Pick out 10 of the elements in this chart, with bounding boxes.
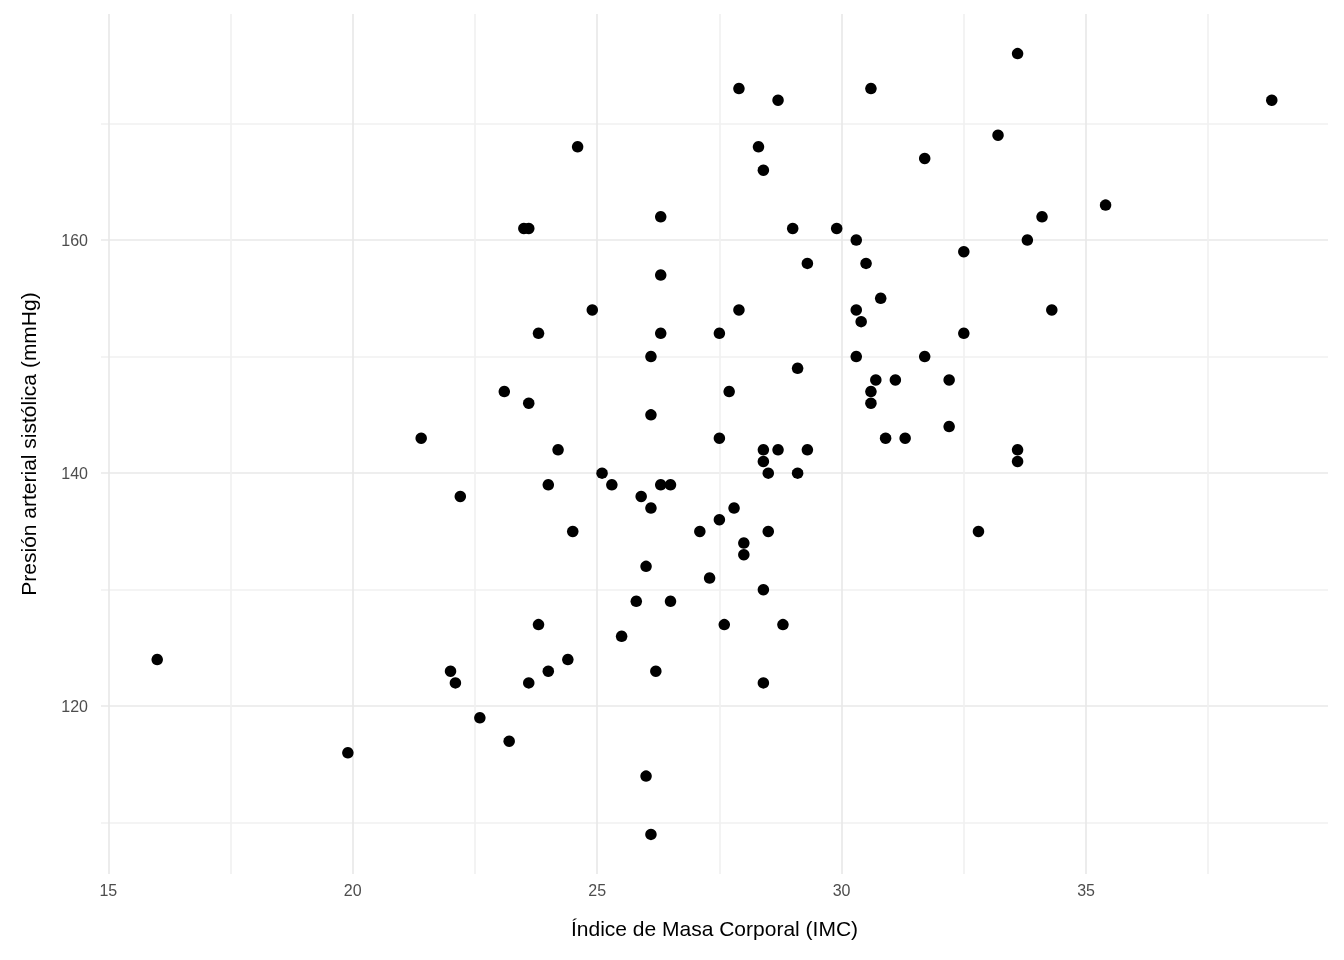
x-tick-label: 30 <box>832 881 851 899</box>
x-tick-label: 35 <box>1077 881 1096 899</box>
y-tick-label: 140 <box>61 464 89 482</box>
y-axis-title: Presión arterial sistólica (mmHg) <box>17 292 40 596</box>
x-tick-label: 15 <box>99 881 118 899</box>
y-tick-label: 120 <box>61 697 89 715</box>
x-tick-label: 20 <box>343 881 362 899</box>
x-tick-label: 25 <box>588 881 607 899</box>
y-tick-label: 160 <box>61 231 89 249</box>
x-axis-title: Índice de Masa Corporal (IMC) <box>570 917 859 940</box>
